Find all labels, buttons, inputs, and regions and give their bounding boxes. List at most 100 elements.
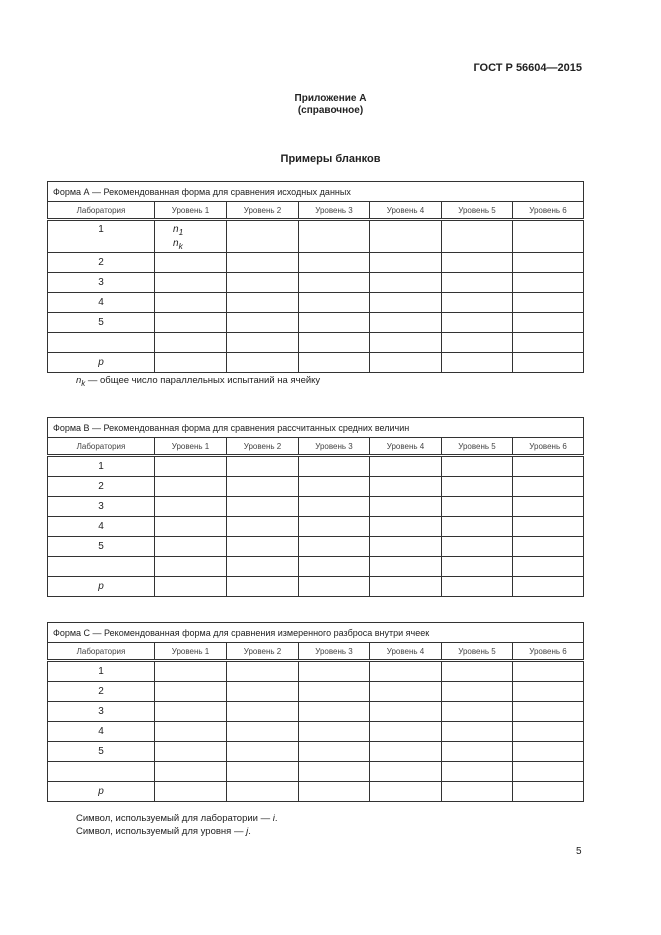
data-cell [298, 476, 370, 497]
data-cell [154, 660, 227, 682]
data-cell [369, 781, 442, 802]
data-cell [298, 761, 370, 782]
data-cell: n1 nk [154, 219, 227, 253]
table-row: 1 [47, 455, 585, 477]
data-cell [226, 660, 299, 682]
data-cell [226, 781, 299, 802]
data-cell [369, 219, 442, 253]
column-header: Лаборатория [47, 437, 155, 457]
data-cell [298, 252, 370, 273]
data-cell [298, 219, 370, 253]
lab-cell: 2 [47, 681, 155, 702]
data-cell [226, 252, 299, 273]
column-header: Уровень 1 [154, 201, 227, 221]
data-cell [154, 781, 227, 802]
data-cell [441, 701, 513, 722]
data-cell [511, 721, 585, 742]
column-header: Уровень 2 [226, 642, 299, 662]
table-row: 3 [47, 701, 585, 722]
data-cell [441, 761, 513, 782]
data-cell [154, 576, 227, 597]
data-cell [226, 721, 299, 742]
section-title: Примеры бланков [280, 153, 381, 165]
data-cell [154, 332, 227, 353]
data-cell [226, 292, 299, 313]
column-header: Уровень 5 [441, 437, 513, 457]
data-cell [226, 312, 299, 333]
data-cell [226, 701, 299, 722]
data-cell [369, 556, 442, 577]
data-cell [298, 352, 370, 373]
table-row: p [47, 352, 585, 373]
lab-cell [47, 556, 155, 577]
table-row: 5 [47, 312, 585, 333]
data-cell [298, 455, 370, 477]
data-cell [154, 516, 227, 537]
form-title: Форма А — Рекомендованная форма для срав… [46, 181, 585, 202]
data-cell [511, 332, 585, 353]
data-cell [441, 352, 513, 373]
data-cell [441, 332, 513, 353]
lab-cell: 5 [47, 536, 155, 557]
data-cell [154, 292, 227, 313]
data-cell [511, 741, 585, 762]
data-cell [369, 701, 442, 722]
lab-cell: 4 [47, 292, 155, 313]
note-lab-symbol: Символ, используемый для лаборатории — i… [76, 813, 278, 824]
data-cell [226, 332, 299, 353]
data-cell [369, 352, 442, 373]
table-row: 4 [47, 516, 585, 537]
column-header: Уровень 5 [441, 201, 513, 221]
lab-cell: p [47, 576, 155, 597]
note-level-symbol: Символ, используемый для уровня — j. [76, 826, 251, 837]
data-cell [441, 536, 513, 557]
data-cell [154, 721, 227, 742]
data-cell [511, 292, 585, 313]
data-cell [154, 681, 227, 702]
data-cell [298, 272, 370, 293]
data-cell [298, 312, 370, 333]
table-row: 1 [47, 660, 585, 682]
symbol-sub: k [178, 241, 183, 251]
data-cell [369, 681, 442, 702]
data-cell [441, 741, 513, 762]
form-c-table: Форма С — Рекомендованная форма для срав… [46, 622, 585, 802]
form-b-table: Форма В — Рекомендованная форма для срав… [46, 417, 585, 597]
lab-cell: 1 [47, 455, 155, 477]
table-row: p [47, 576, 585, 597]
data-cell [154, 272, 227, 293]
data-cell [441, 272, 513, 293]
data-cell [154, 352, 227, 373]
data-cell [369, 516, 442, 537]
data-cell [441, 292, 513, 313]
table-row: 5 [47, 741, 585, 762]
data-cell [369, 332, 442, 353]
lab-cell: p [47, 781, 155, 802]
data-cell [511, 455, 585, 477]
column-header: Уровень 3 [298, 437, 370, 457]
data-cell [369, 536, 442, 557]
data-cell [369, 721, 442, 742]
data-cell [226, 476, 299, 497]
data-cell [226, 496, 299, 517]
data-cell [511, 576, 585, 597]
symbol-sub: k [81, 378, 86, 388]
column-header: Уровень 3 [298, 642, 370, 662]
column-header: Уровень 1 [154, 642, 227, 662]
symbol: n [173, 238, 179, 249]
data-cell [226, 741, 299, 762]
table-row [47, 332, 585, 353]
data-cell [298, 721, 370, 742]
data-cell [226, 516, 299, 537]
data-cell [369, 292, 442, 313]
column-header: Уровень 4 [369, 201, 442, 221]
annex-title: Приложение А [294, 93, 367, 104]
data-cell [154, 761, 227, 782]
data-cell [511, 476, 585, 497]
data-cell [511, 701, 585, 722]
data-cell [511, 272, 585, 293]
data-cell [226, 352, 299, 373]
data-cell [511, 536, 585, 557]
data-cell [441, 721, 513, 742]
